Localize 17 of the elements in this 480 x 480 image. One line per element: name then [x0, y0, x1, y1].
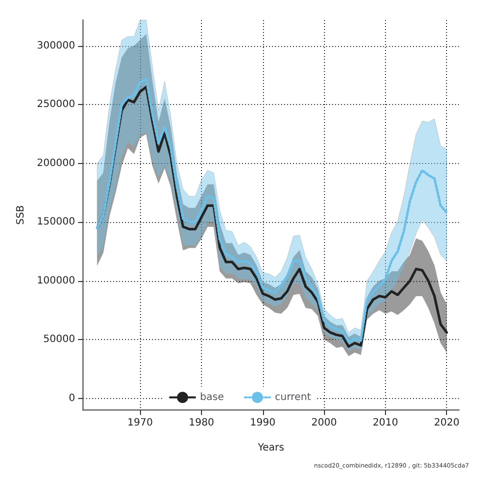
x-tick-label: 1990	[250, 418, 276, 428]
x-tick-label: 1970	[127, 418, 153, 428]
legend-label: base	[200, 392, 224, 403]
x-tick-label: 2000	[311, 418, 337, 428]
y-tick-label: 200000	[36, 158, 76, 169]
y-tick-label: 150000	[36, 216, 76, 228]
y-tick-label: 100000	[36, 275, 76, 286]
y-tick-label: 300000	[36, 40, 76, 52]
legend-label: current	[274, 392, 312, 403]
y-tick-label: 250000	[36, 99, 76, 110]
y-axis-title: SSB	[16, 205, 26, 225]
x-tick-label: 1980	[188, 418, 214, 428]
y-tick-label: 50000	[43, 334, 76, 346]
y-tick-label: 0	[68, 392, 76, 404]
x-tick-label: 2010	[372, 418, 398, 428]
x-tick-label: 2020	[434, 418, 460, 428]
x-axis-title: Years	[256, 442, 284, 454]
